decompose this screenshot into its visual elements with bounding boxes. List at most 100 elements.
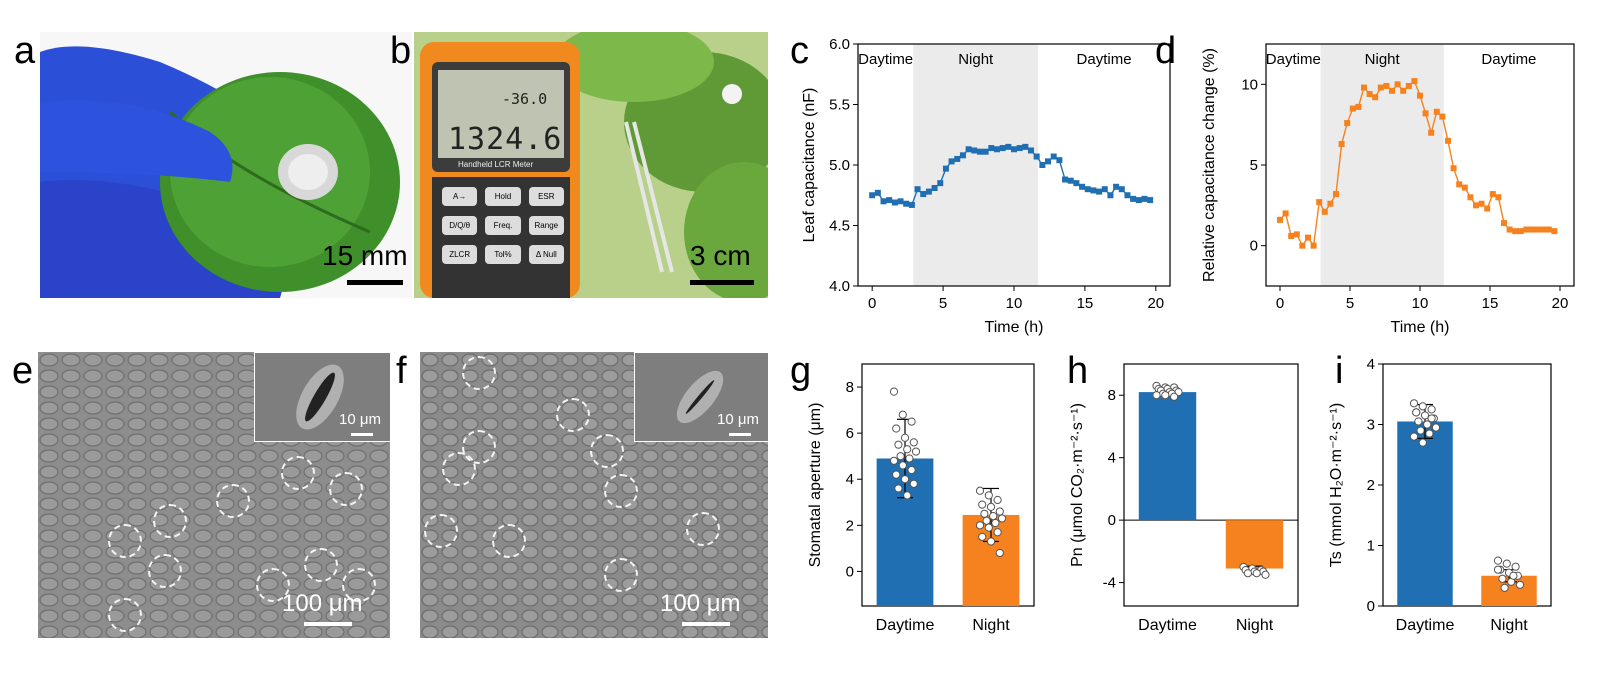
stoma-marker — [686, 512, 720, 546]
data-point — [1502, 559, 1511, 568]
data-point — [975, 486, 985, 495]
data-point — [1366, 91, 1373, 98]
y-axis-label: Leaf capacitance (nF) — [801, 88, 818, 243]
data-point — [988, 145, 995, 152]
inset-scale-bar-f — [729, 433, 751, 436]
meter-key: Hold — [485, 187, 521, 206]
data-point — [1022, 143, 1029, 150]
y-axis-label: Ts (mmol H₂O·m⁻²·s⁻¹) — [1328, 403, 1345, 567]
region-label: Night — [1365, 51, 1401, 68]
data-point — [1282, 210, 1289, 217]
data-point — [1501, 220, 1507, 227]
data-point — [1545, 226, 1552, 233]
data-point — [978, 532, 987, 541]
x-tick-label: 20 — [1147, 295, 1164, 312]
data-point — [1361, 84, 1367, 91]
stoma-marker — [604, 558, 638, 592]
night-region — [913, 44, 1039, 286]
data-point — [1152, 391, 1161, 400]
data-point — [1551, 228, 1558, 235]
data-point — [1540, 226, 1547, 233]
meter-and-plant-illustration — [414, 32, 768, 298]
data-point — [1427, 405, 1436, 414]
data-point — [1493, 556, 1503, 565]
y-tick-label: 8 — [1108, 387, 1116, 404]
bar — [1225, 520, 1284, 569]
data-point — [982, 148, 989, 155]
data-point — [1090, 187, 1097, 194]
data-point — [1529, 226, 1535, 233]
x-tick-label: Daytime — [1138, 617, 1197, 634]
inset-scale-bar-e — [351, 433, 373, 436]
y-tick-label: 3 — [1367, 417, 1375, 434]
data-point — [1409, 399, 1419, 408]
data-point — [991, 518, 1000, 528]
y-tick-label: 0 — [1367, 598, 1375, 615]
y-tick-label: 2 — [1367, 477, 1375, 494]
data-point — [1506, 226, 1513, 233]
leaf-photo-a — [40, 32, 412, 298]
stoma-marker — [424, 514, 458, 548]
data-point — [1033, 153, 1040, 160]
data-point — [1433, 108, 1440, 115]
stoma-closed-icon — [676, 370, 724, 424]
data-point — [1484, 205, 1491, 212]
data-point — [914, 186, 921, 193]
data-point — [874, 189, 881, 196]
y-tick-label: 6.0 — [829, 36, 850, 53]
data-point — [1515, 580, 1525, 589]
data-point — [1427, 414, 1436, 423]
data-point — [993, 146, 1000, 153]
meter-brand: Handheld LCR Meter — [458, 160, 534, 169]
data-point — [1243, 569, 1252, 578]
data-point — [1445, 137, 1451, 144]
panel-label-a: a — [14, 30, 36, 72]
scale-label-f: 100 μm — [660, 590, 741, 617]
sem-image-f: 10 μm 100 μm — [420, 352, 768, 638]
data-point — [911, 447, 921, 456]
stoma-marker — [462, 356, 496, 390]
stoma-marker — [590, 434, 624, 468]
data-point — [898, 461, 907, 470]
data-point — [1327, 200, 1334, 207]
data-point — [1417, 92, 1423, 99]
data-point — [1338, 141, 1345, 148]
data-point — [905, 454, 914, 463]
panel-label-e: e — [12, 350, 34, 392]
y-axis-label: Pn (μmol CO₂·m⁻²·s⁻¹) — [1069, 403, 1086, 567]
data-point — [898, 410, 907, 419]
x-tick-label: 15 — [1482, 295, 1499, 312]
data-point — [1389, 87, 1395, 94]
y-tick-label: -4 — [1103, 575, 1116, 592]
data-point — [937, 180, 944, 187]
panel-label-h: h — [1067, 350, 1089, 392]
data-point — [925, 188, 932, 195]
data-point — [1431, 423, 1441, 432]
data-point — [1534, 226, 1541, 233]
data-point — [1050, 153, 1057, 160]
data-point — [1147, 197, 1154, 204]
scale-label-b: 3 cm — [690, 240, 751, 271]
data-point — [1420, 411, 1430, 420]
data-point — [1344, 120, 1351, 127]
data-point — [986, 537, 996, 546]
y-tick-label: 4 — [1108, 450, 1116, 467]
data-point — [1412, 408, 1421, 417]
y-tick-label: 0 — [846, 563, 854, 580]
panel-label-i: i — [1335, 350, 1344, 392]
chart-i: 0 1 2 3 4 Daytime Night Ts (mmol H₂O·m⁻²·s⁻¹) — [1328, 356, 1552, 634]
stoma-marker — [256, 568, 290, 602]
panel-label-c: c — [790, 30, 809, 72]
data-point — [907, 465, 916, 475]
data-point — [1062, 176, 1069, 183]
x-axis-label: Time (h) — [985, 319, 1044, 336]
night-region — [1320, 44, 1444, 286]
x-tick-label: 20 — [1552, 295, 1569, 312]
data-point — [892, 424, 901, 433]
x-tick-label: Night — [972, 617, 1010, 634]
stoma-marker — [442, 452, 476, 486]
y-tick-label: 5.0 — [829, 157, 850, 174]
x-tick-label: 10 — [1412, 295, 1429, 312]
data-point — [1130, 195, 1137, 202]
data-point — [1118, 186, 1125, 193]
